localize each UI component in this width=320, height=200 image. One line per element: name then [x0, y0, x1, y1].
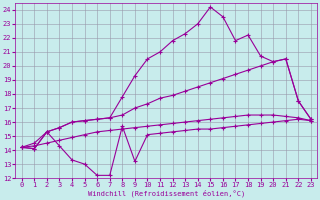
X-axis label: Windchill (Refroidissement éolien,°C): Windchill (Refroidissement éolien,°C)	[88, 190, 245, 197]
